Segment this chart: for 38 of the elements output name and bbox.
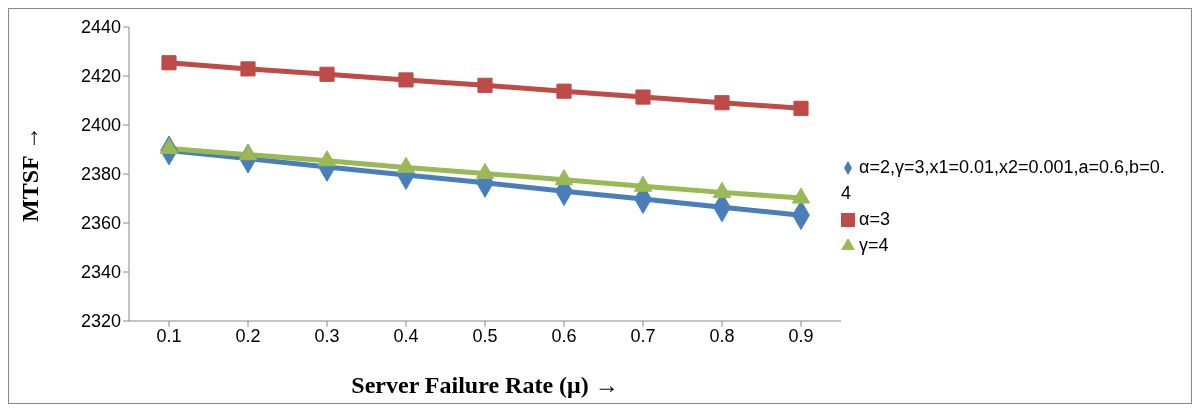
x-tick-label: 0.4 [393,325,419,346]
x-tick-label: 0.1 [156,325,182,346]
x-axis-title: Server Failure Rate (μ) → [351,372,619,398]
point [554,169,574,186]
x-tick-label: 0.8 [709,325,735,346]
point [714,95,730,111]
x-tick-label: 0.2 [235,325,261,346]
point [317,150,337,167]
point [319,66,335,82]
point [712,181,732,198]
point [635,89,651,105]
point [791,187,811,204]
y-tick-label: 2400 [80,115,121,136]
point [159,138,179,155]
x-tick-label: 0.3 [314,325,340,346]
y-tick-label: 2320 [80,311,121,332]
point [240,61,256,77]
x-tick-label: 0.6 [551,325,577,346]
legend-label: γ=4 [859,235,889,255]
y-tick-label: 2360 [80,213,121,234]
y-axis-title: MTSF → [16,126,43,222]
y-tick-label: 2340 [80,262,121,283]
y-tick-label: 2380 [80,164,121,185]
y-tick-label: 2440 [80,17,121,38]
x-tick-label: 0.7 [630,325,656,346]
point [161,55,177,71]
point [475,163,495,180]
point [396,156,416,173]
x-tick-label: 0.5 [472,325,498,346]
point [238,144,258,161]
point [793,100,809,116]
point [633,175,653,192]
point [477,77,493,93]
point [398,72,414,88]
legend-label: α=3 [859,209,890,229]
x-tick-label: 0.9 [788,325,814,346]
y-tick-label: 2420 [80,66,121,87]
point [556,83,572,99]
